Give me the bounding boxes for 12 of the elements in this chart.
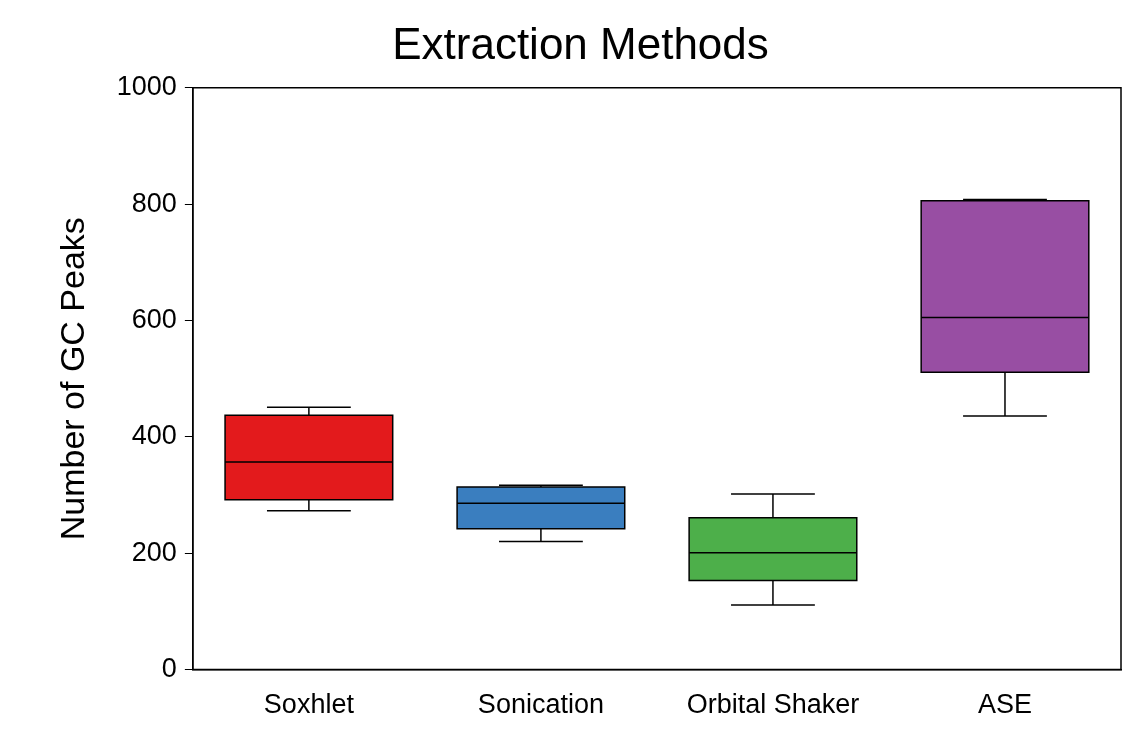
chart-title: Extraction Methods [392,18,769,68]
x-tick-label: Soxhlet [263,689,355,720]
y-axis-title: Number of GC Peaks [52,217,91,541]
x-tick-label: Sonication [477,689,604,720]
x-tick-label: Orbital Shaker [686,689,860,720]
y-tick-label: 800 [131,187,177,218]
y-tick-label: 0 [161,653,177,684]
y-tick-label: 400 [131,420,177,451]
x-tick-label: ASE [977,689,1032,720]
y-tick-label: 600 [131,303,177,334]
y-tick-label: 200 [131,536,177,567]
y-tick-label: 1000 [116,71,177,102]
